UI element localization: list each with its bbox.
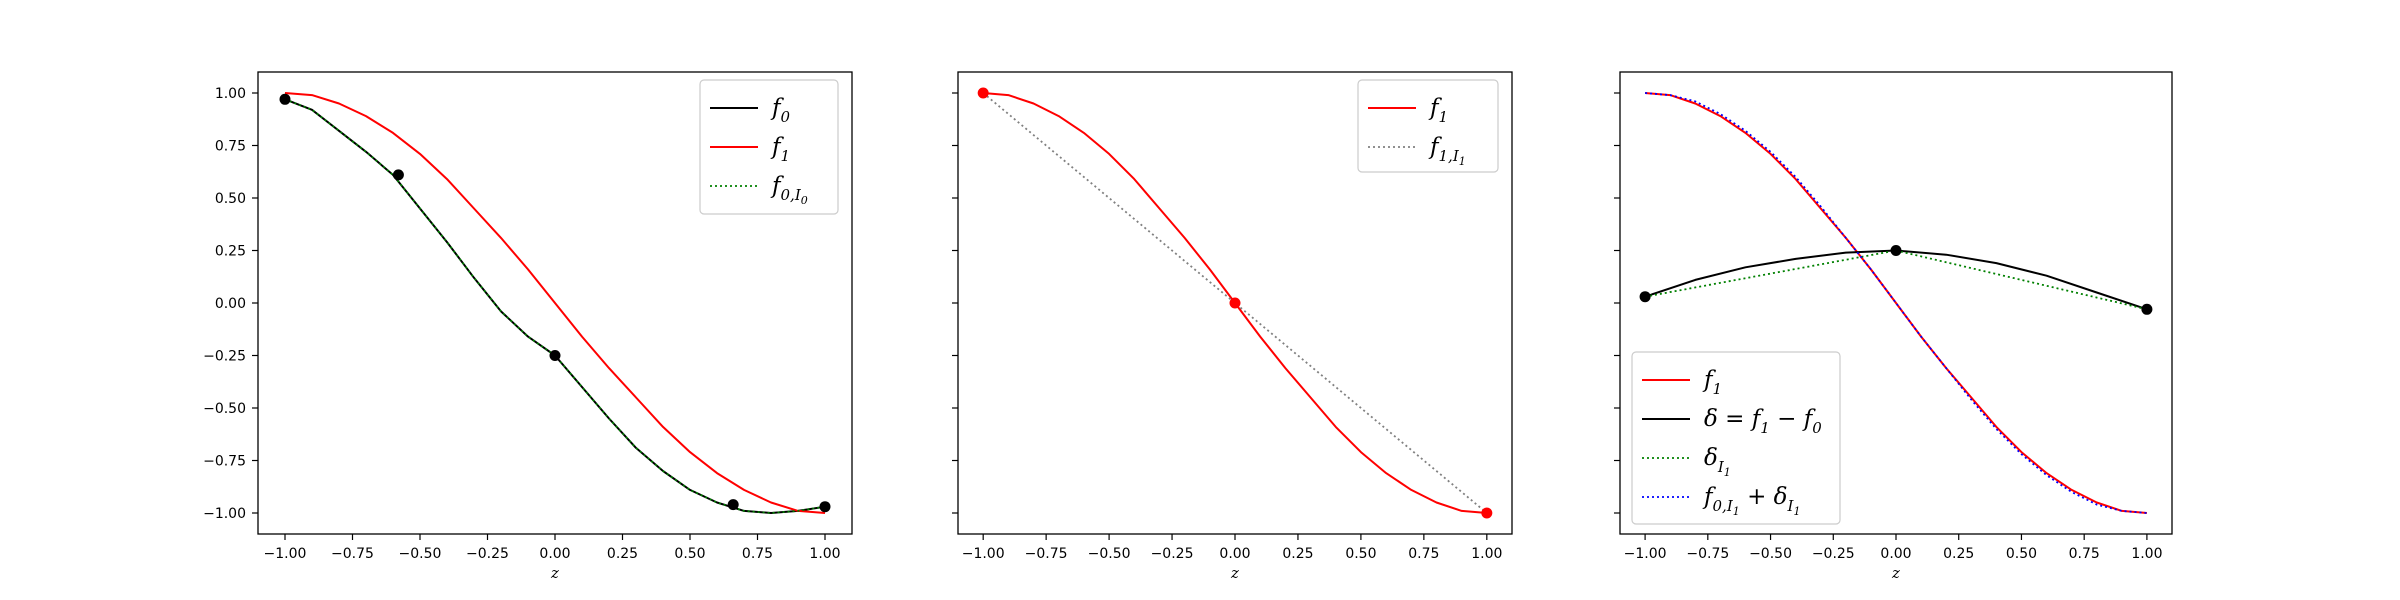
legend: f​1​ δ = f​1​ − f​0​ δ​I​1​​ f​0,I​1​​ + δ​… (1631, 351, 1841, 525)
legend: f​0​ f​1​ f​0,I​0​​ (699, 79, 839, 215)
axes-frame (257, 71, 853, 535)
data-point (549, 350, 561, 361)
series-line (1644, 249, 2148, 311)
x-tick-label: −1.00 (264, 546, 307, 562)
panel-middle: −1.00 −0.75 −0.50 −0.25 0.00 0.25 0.50 0.75 1.00… (952, 71, 1513, 582)
legend-label: f​1,I​1​​ (1428, 134, 1466, 168)
data-point (727, 499, 739, 511)
series-line (1645, 92, 2147, 514)
data-point (1481, 507, 1493, 519)
x-tick-label: 0.00 (539, 546, 570, 562)
x-tick-label: 0.50 (2006, 546, 2037, 562)
x-tick-label: −0.25 (466, 546, 509, 562)
legend-label: δ = f​1​ − f​0​ (1704, 406, 1822, 437)
y-tick-label: 0.50 (215, 191, 246, 207)
data-point (392, 169, 404, 181)
series-line (284, 92, 826, 514)
data-point (819, 501, 831, 513)
x-axis-label: z (550, 564, 559, 582)
series-line (982, 92, 1488, 514)
x-tick-label: −0.75 (1025, 546, 1068, 562)
y-tick-label: 0.00 (215, 296, 246, 312)
data-point (1639, 291, 1651, 303)
legend-label: f​0​ (770, 95, 791, 126)
x-tick-label: 0.25 (1282, 546, 1313, 562)
axes-frame (1619, 71, 2173, 535)
data-point (1890, 245, 1902, 256)
x-tick-label: −0.50 (1749, 546, 1792, 562)
x-tick-label: −1.00 (962, 546, 1005, 562)
y-tick-label: 1.00 (215, 86, 246, 102)
data-point (1229, 297, 1241, 309)
y-tick-label: −0.25 (203, 349, 246, 365)
legend: f​1​ f​1,I​1​​ (1357, 79, 1499, 173)
x-axis-label: z (1230, 564, 1239, 582)
x-tick-label: 1.00 (1471, 546, 1502, 562)
panel-right: −1.00 −0.75 −0.50 −0.25 0.00 0.25 0.50 0.75 1.00… (1614, 71, 2173, 582)
x-tick-label: −0.50 (399, 546, 442, 562)
x-tick-label: −1.00 (1624, 546, 1667, 562)
x-tick-label: −0.75 (1686, 546, 1729, 562)
x-tick-label: 0.75 (2069, 546, 2100, 562)
legend-label: f​1​ (1702, 367, 1722, 398)
legend-label: f​1​ (770, 134, 790, 165)
x-tick-label: 0.25 (1943, 546, 1974, 562)
legend-label: f​0,I​1​​ + δ​I​1​​ (1702, 484, 1800, 518)
legend-label: f​0,I​0​​ (770, 173, 808, 207)
x-tick-label: 0.00 (1219, 546, 1250, 562)
x-tick-label: −0.25 (1151, 546, 1194, 562)
data-point (279, 93, 291, 105)
panel-left: −1.00 −1.00 −0.75 −0.75 −0.50 −0.50 −0.25 −0.25… (203, 71, 853, 582)
x-axis-label: z (1891, 564, 1900, 582)
y-tick-label: 0.25 (215, 244, 246, 260)
y-tick-label: −1.00 (203, 506, 246, 522)
legend-label: f​1​ (1428, 95, 1448, 126)
x-tick-label: −0.25 (1812, 546, 1855, 562)
x-tick-label: 0.00 (1880, 546, 1911, 562)
data-point (977, 87, 989, 99)
x-tick-label: 0.25 (607, 546, 638, 562)
y-tick-label: −0.75 (203, 454, 246, 470)
x-tick-label: 0.75 (1408, 546, 1439, 562)
x-tick-label: 0.75 (742, 546, 773, 562)
x-tick-label: 1.00 (809, 546, 840, 562)
x-tick-label: 1.00 (2131, 546, 2162, 562)
x-tick-label: −0.75 (331, 546, 374, 562)
series-line (1644, 249, 2148, 311)
y-tick-label: −0.50 (203, 401, 246, 417)
x-tick-label: −0.50 (1088, 546, 1131, 562)
data-point (2141, 303, 2153, 315)
y-tick-label: 0.75 (215, 139, 246, 155)
axes-frame (957, 71, 1513, 535)
legend-label: δ​I​1​​ (1704, 445, 1731, 479)
x-tick-label: 0.50 (1345, 546, 1376, 562)
x-tick-label: 0.50 (674, 546, 705, 562)
